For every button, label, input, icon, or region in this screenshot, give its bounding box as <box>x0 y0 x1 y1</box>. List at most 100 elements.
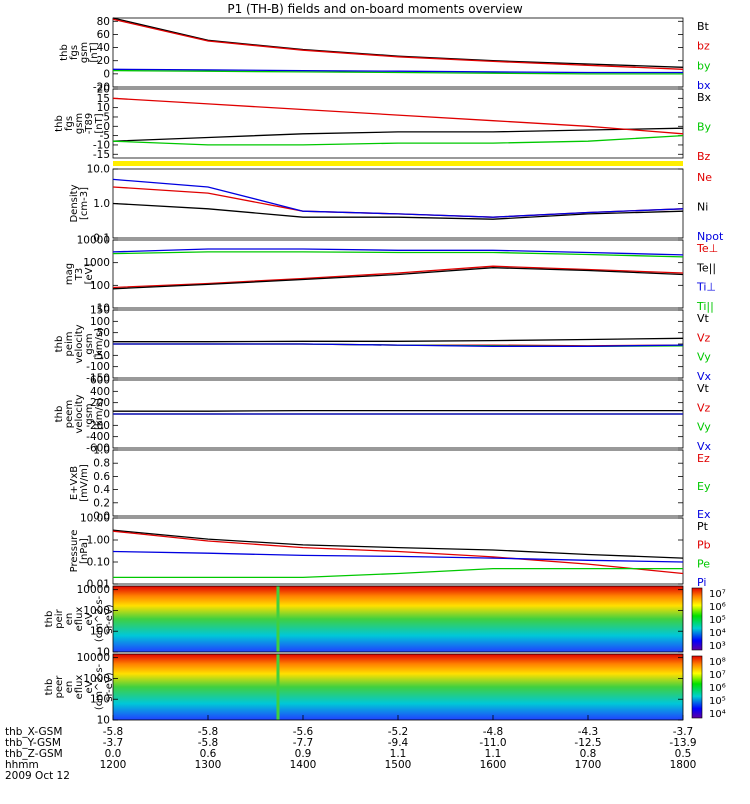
series-lines <box>112 17 684 75</box>
x-axis-tick-label: -5.8 <box>198 737 219 749</box>
legend-entry-te: Te⊥ <box>696 242 718 255</box>
series-ti <box>112 248 684 256</box>
y-axis-label: thb fgs gsm [nT] <box>59 42 100 63</box>
y-tick-label: -50 <box>93 350 110 362</box>
y-axis-ticks: 10.00 1.00 0.10 0.01 <box>80 513 683 591</box>
spectrogram-image <box>113 586 683 652</box>
y-tick-label: 100 <box>90 280 110 292</box>
panel-frame <box>112 585 684 653</box>
y-axis-label: Density [cm-3] <box>69 184 90 222</box>
y-label-line: E+VxB <box>69 466 80 500</box>
legend-entry-by: by <box>697 59 711 72</box>
x-axis-tick-label: 1400 <box>290 759 317 771</box>
colorbar-tick-label: 10⁶ <box>709 602 726 613</box>
y-label-line: peem <box>64 400 75 428</box>
series-pi <box>112 550 684 563</box>
y-tick-label: 40 <box>97 42 110 54</box>
y-label-line: -T89 <box>84 113 95 135</box>
y-tick-label: 50 <box>97 327 110 339</box>
y-label-line: thb <box>59 44 70 61</box>
y-label-line: eV <box>84 612 95 625</box>
legend-entry-vx: Vx <box>697 440 712 453</box>
legend: Ez Ey Ex <box>697 452 711 521</box>
x-axis-tick-label: -4.8 <box>483 726 504 738</box>
legend-entry-bz: bz <box>697 40 710 53</box>
y-tick-label: 1000 <box>83 257 110 269</box>
x-axis-tick-label: 1600 <box>480 759 507 771</box>
colorbar-tick-label: 10⁷ <box>709 589 726 600</box>
colorbar: 10⁸ 10⁷ 10⁶ 10⁵ 10⁴ <box>691 655 726 720</box>
y-label-line: velocity <box>74 324 85 363</box>
y-axis-ticks: 10000 1000 100 10 <box>77 584 683 659</box>
x-axis-tick-label: 0.0 <box>105 748 122 760</box>
legend-entry-by: By <box>697 121 712 134</box>
x-axis-tick-label: -3.7 <box>673 726 694 738</box>
x-axis-tick-label: 0.6 <box>200 748 217 760</box>
y-tick-label: 1.0 <box>93 445 110 457</box>
y-axis-label: thb peem velocity gsm [km/s] <box>54 394 105 433</box>
y-tick-label: 0 <box>103 68 110 80</box>
x-axis-tick-label: -5.2 <box>388 726 409 738</box>
legend-entry-ne: Ne <box>697 171 712 184</box>
y-label-line: en <box>64 681 75 694</box>
legend-entry-pt: Pt <box>697 520 709 533</box>
x-axis-labels: thb_X-GSM -5.8 -5.8 -5.6 -5.2 -4.8 -4.3 -3.7thb… <box>5 715 697 782</box>
colorbar-tick-label: 10⁷ <box>709 670 726 681</box>
colorbar-tick-label: 10⁴ <box>709 709 726 720</box>
y-label-line: gsm <box>84 333 95 354</box>
legend-entry-vy: Vy <box>697 421 711 434</box>
y-tick-label: -400 <box>86 431 110 443</box>
panel-peir-spectrogram: 10⁷ 10⁶ 10⁵ 10⁴ 10³ 10000 1000 100 10 thb peir en ef… <box>44 584 726 658</box>
series-by <box>112 69 683 75</box>
series-bt <box>112 17 684 68</box>
y-tick-label: 10000 <box>77 584 110 596</box>
y-label-line: eflux <box>74 607 85 632</box>
series-lines <box>112 178 684 220</box>
colorbar-bar <box>691 587 703 651</box>
legend-entry-ti: Ti⊥ <box>696 281 716 294</box>
series-bz <box>112 18 684 70</box>
y-tick-label: 0.2 <box>93 497 110 509</box>
series-bz <box>112 97 684 135</box>
series-lines <box>112 97 684 146</box>
legend-entry-vz: Vz <box>697 331 711 344</box>
y-tick-label: 0.10 <box>87 557 110 569</box>
y-tick-label: 200 <box>90 397 110 409</box>
x-axis-tick-label: 1200 <box>100 759 127 771</box>
y-tick-label: 10.00 <box>80 513 110 525</box>
x-axis-tick-label: -7.7 <box>293 737 314 749</box>
panel-frame <box>112 517 684 585</box>
legend-entry-bt: Bt <box>697 20 710 33</box>
y-label-line: [nT] <box>94 113 105 133</box>
legend-entry-ez: Ez <box>697 452 710 465</box>
y-label-line: velocity <box>74 394 85 433</box>
y-label-line: fgs <box>64 116 75 131</box>
y-label-line: sr-eV) <box>104 604 115 633</box>
panel-pressure: 10.00 1.00 0.10 0.01 Pressure [nPa] Pt Pb Pe Pi <box>69 513 711 591</box>
legend-entry-ni: Ni <box>697 201 708 214</box>
y-label-line: thb <box>44 679 55 696</box>
y-tick-label: 10 <box>97 102 110 114</box>
legend-entry-vt: Vt <box>697 382 710 395</box>
series-lines <box>112 529 684 579</box>
y-label-line: gsm <box>79 42 90 63</box>
colorbar-tick-label: 10⁶ <box>709 683 726 694</box>
y-tick-label: -600 <box>86 443 110 455</box>
panel-peer-spectrogram: 10⁸ 10⁷ 10⁶ 10⁵ 10⁴ 10000 1000 100 10 thb peer en ef… <box>44 652 726 726</box>
legend-entry-npot: Npot <box>697 230 724 243</box>
x-axis-tick-label: -3.7 <box>103 737 124 749</box>
series-lines <box>113 409 683 415</box>
y-label-line: thb <box>54 406 65 423</box>
y-tick-label: 0 <box>103 339 110 351</box>
y-tick-label: 5 <box>103 111 110 123</box>
y-axis-ticks: 1.00.80.60.40.2 0.0 <box>93 445 683 523</box>
series-bx <box>112 127 684 142</box>
legend: Bt bz by bx <box>697 20 711 92</box>
y-tick-label: 600 <box>90 375 110 387</box>
series-te <box>112 267 684 290</box>
yellow-separator-bar <box>113 161 683 166</box>
